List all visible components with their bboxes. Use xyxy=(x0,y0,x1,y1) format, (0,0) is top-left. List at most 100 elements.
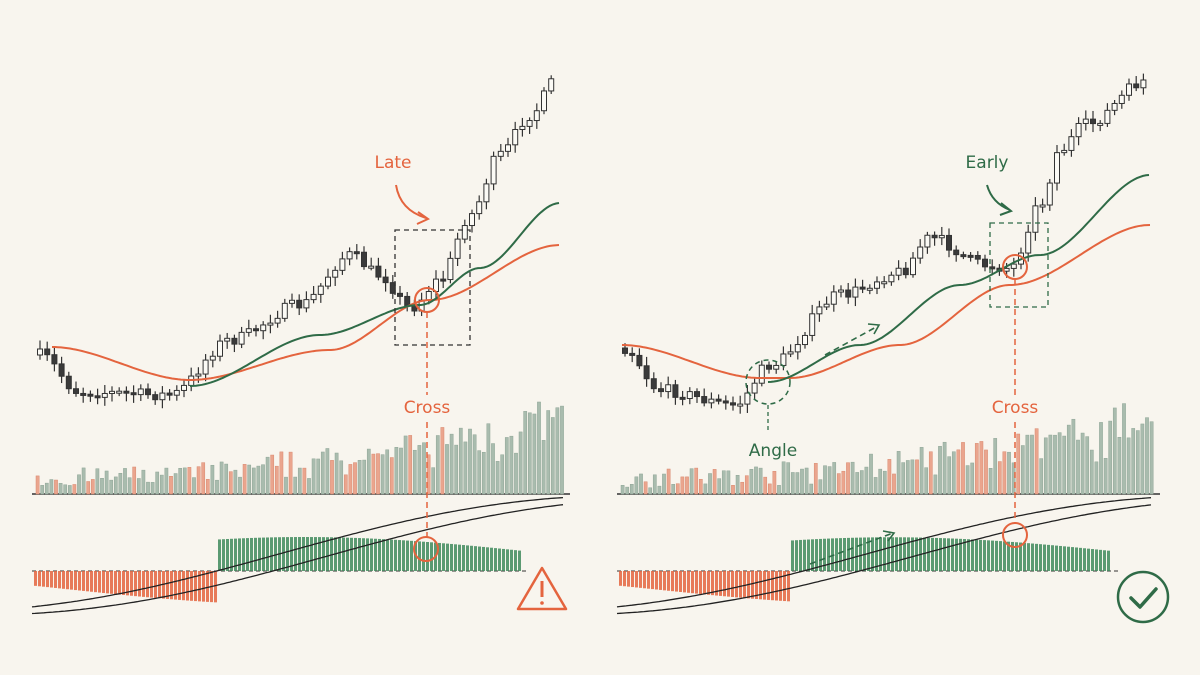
candle-body xyxy=(123,390,130,394)
candle-body xyxy=(541,90,547,112)
macd-histogram xyxy=(294,537,297,571)
macd-histogram xyxy=(831,538,834,571)
volume-bar xyxy=(274,465,279,495)
momentum-arrow xyxy=(809,532,894,565)
drawing-layer xyxy=(31,73,1160,615)
macd-histogram xyxy=(510,549,513,571)
macd-histogram xyxy=(731,571,734,597)
macd-histogram xyxy=(971,539,974,571)
candle-body xyxy=(1090,118,1096,125)
check-mark xyxy=(1129,587,1158,609)
volume-bar xyxy=(399,447,403,495)
macd-histogram xyxy=(498,548,501,571)
volume-bar xyxy=(320,451,325,495)
volume-bar xyxy=(205,479,210,495)
macd-histogram xyxy=(366,538,369,571)
candle-body xyxy=(87,393,94,397)
macd-histogram xyxy=(266,537,269,571)
macd-histogram xyxy=(194,571,197,602)
macd-histogram xyxy=(943,538,946,571)
volume-bar xyxy=(1108,420,1113,495)
macd-histogram xyxy=(462,545,465,571)
macd-histogram xyxy=(370,538,373,571)
macd-histogram xyxy=(879,537,882,571)
volume-bar xyxy=(449,433,454,495)
volume-bar xyxy=(123,468,127,495)
volume-bar xyxy=(403,435,408,495)
volume-bar xyxy=(639,473,643,495)
candle-body xyxy=(665,384,672,393)
candle-body xyxy=(881,281,888,285)
candle-body xyxy=(483,183,490,203)
macd-histogram xyxy=(959,538,962,571)
volume-bar xyxy=(435,435,440,495)
candle-body xyxy=(852,286,859,298)
volume-bar xyxy=(1071,418,1076,495)
candle-body xyxy=(989,266,996,270)
macd-histogram xyxy=(1075,547,1078,571)
candle-body xyxy=(751,382,758,394)
volume-bar xyxy=(675,483,680,495)
macd-histogram xyxy=(358,538,361,571)
volume-bar xyxy=(795,472,800,495)
macd-histogram xyxy=(811,539,814,571)
arrow xyxy=(395,184,427,219)
macd-histogram xyxy=(1103,550,1106,571)
volume-bar xyxy=(744,475,749,495)
macd-histogram xyxy=(1095,549,1098,571)
volume-bar xyxy=(500,454,505,495)
macd-histogram xyxy=(246,538,249,571)
candle-body xyxy=(289,299,295,304)
macd-histogram xyxy=(142,571,145,597)
candle-body xyxy=(37,348,43,356)
candle-body xyxy=(505,144,511,152)
candle-body xyxy=(715,398,722,402)
macd-histogram xyxy=(242,538,245,571)
macd-histogram xyxy=(286,537,289,571)
moving-average-fast xyxy=(189,202,560,387)
volume-bar xyxy=(169,475,173,495)
candle-body xyxy=(101,392,108,398)
volume-bar xyxy=(486,423,491,495)
volume-bar xyxy=(1020,445,1025,495)
macd-histogram xyxy=(478,546,481,571)
macd-histogram xyxy=(799,539,802,571)
macd-histogram xyxy=(847,537,850,571)
macd-histogram xyxy=(238,538,241,571)
macd-histogram xyxy=(206,571,209,602)
macd-histogram xyxy=(154,571,157,598)
volume-bar xyxy=(657,485,662,495)
volume-bar xyxy=(541,440,546,495)
volume-bar xyxy=(648,487,653,495)
macd-histogram xyxy=(1003,541,1006,571)
volume-bar xyxy=(509,435,514,495)
macd-histogram xyxy=(482,546,485,571)
macd-histogram xyxy=(314,537,317,571)
volume-bar xyxy=(408,435,413,495)
volume-bar xyxy=(740,481,745,495)
candle-body xyxy=(650,378,657,390)
volume-bar xyxy=(353,462,357,495)
macd-histogram xyxy=(647,571,650,589)
macd-histogram xyxy=(1055,545,1058,571)
candle-body xyxy=(497,150,504,157)
volume-bar xyxy=(772,471,777,495)
macd-histogram xyxy=(198,571,201,602)
candle-body xyxy=(859,286,866,290)
volume-bar xyxy=(472,434,477,495)
volume-bar xyxy=(187,467,192,495)
macd-histogram xyxy=(78,571,81,591)
volume-bar xyxy=(836,473,841,495)
candle-body xyxy=(202,359,209,375)
candle-body xyxy=(368,265,375,269)
volume-bar xyxy=(58,483,63,495)
volume-bar xyxy=(790,472,795,495)
signal-line xyxy=(31,504,564,615)
macd-histogram xyxy=(899,537,902,571)
candle-body xyxy=(195,373,202,377)
macd-histogram xyxy=(719,571,722,596)
macd-histogram xyxy=(711,571,714,596)
candle-body xyxy=(701,396,708,404)
volume-bar xyxy=(63,484,68,495)
macd-histogram xyxy=(667,571,670,591)
